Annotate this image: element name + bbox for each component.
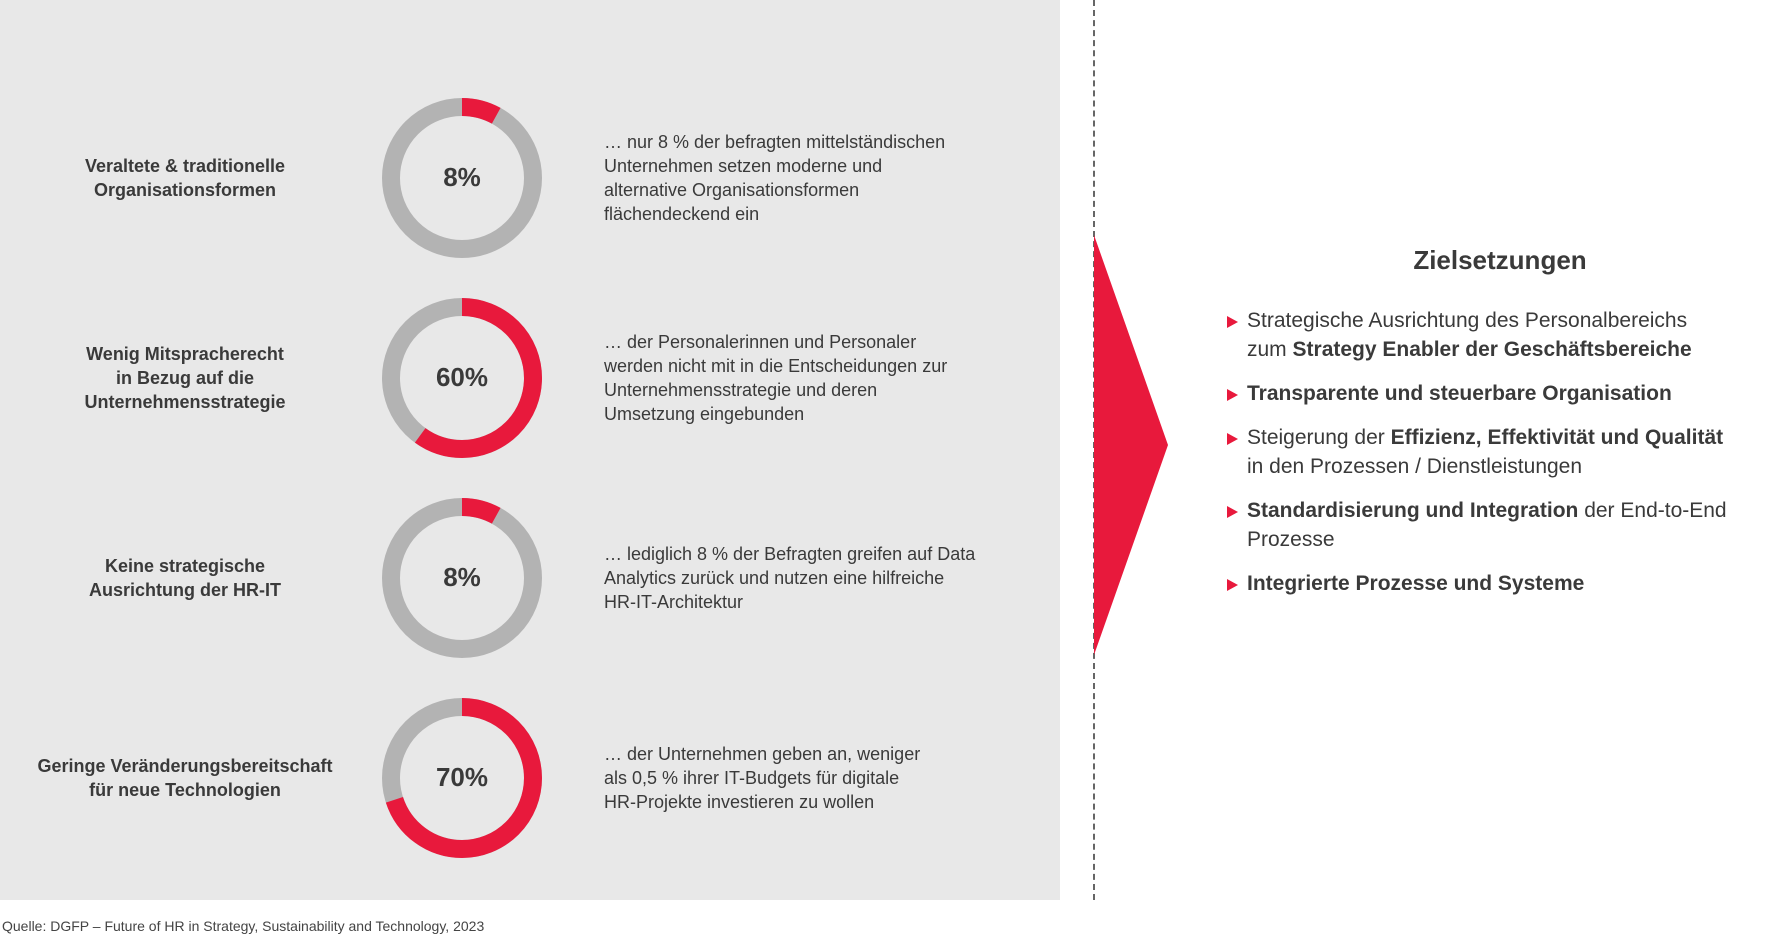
goal-item: Strategische Ausrichtung des Personalber… bbox=[1225, 306, 1770, 364]
row-description-line: alternative Organisationsformen bbox=[604, 180, 860, 200]
goal-text: der End-to-End bbox=[1578, 499, 1727, 522]
row-description-line: … der Personalerinnen und Personaler bbox=[604, 332, 917, 352]
row-description: … lediglich 8 % der Befragten greifen au… bbox=[604, 542, 1024, 614]
donut-segment bbox=[382, 498, 542, 658]
donut-value-label: 60% bbox=[436, 362, 488, 392]
donut-value-label: 70% bbox=[436, 762, 488, 792]
row-label-line: Organisationsformen bbox=[93, 180, 277, 200]
goal-text-bold: Effizienz, Effektivität und Qualität bbox=[1390, 426, 1724, 449]
goal-text-bold: Integrierte Prozesse und Systeme bbox=[1247, 572, 1585, 595]
row-description-line: werden nicht mit in die Entscheidungen z… bbox=[604, 356, 948, 376]
row-description: … der Personalerinnen und Personaler werd… bbox=[604, 330, 1024, 426]
row-label-line: für neue Technologien bbox=[89, 780, 281, 800]
row-label-line: Wenig Mitspracherecht bbox=[86, 344, 284, 364]
goal-item: Transparente und steuerbare Organisation bbox=[1225, 379, 1770, 408]
row-label: Geringe Veränderungsbereitschaft für neue… bbox=[15, 754, 355, 802]
goal-item: Steigerung der Effizienz, Effektivität u… bbox=[1225, 423, 1770, 481]
donut-value-label: 8% bbox=[443, 162, 481, 192]
triangle-bullet-icon bbox=[1227, 389, 1238, 401]
goals-list: Strategische Ausrichtung des Personalber… bbox=[1225, 306, 1770, 613]
goal-item: Integrierte Prozesse und Systeme bbox=[1225, 569, 1770, 598]
arrow-shape bbox=[1094, 235, 1168, 655]
row-label-line: in Bezug auf die bbox=[115, 368, 254, 388]
triangle-bullet-icon bbox=[1227, 433, 1238, 445]
row-label-line: Ausrichtung der HR-IT bbox=[89, 580, 281, 600]
donut-chart: 60% bbox=[382, 298, 542, 458]
row-label: Wenig Mitspracherecht in Bezug auf die Unt… bbox=[15, 342, 355, 414]
row-description: … nur 8 % der befragten mittelständische… bbox=[604, 130, 1024, 226]
row-description-line: HR-Projekte investieren zu wollen bbox=[604, 792, 875, 812]
row-description: … der Unternehmen geben an, weniger als 0… bbox=[604, 742, 1024, 814]
donut-segment bbox=[382, 98, 542, 258]
goal-text-bold: Standardisierung und Integration bbox=[1247, 499, 1579, 522]
donut-chart: 8% bbox=[382, 498, 542, 658]
goal-text: Strategische Ausrichtung des Personalber… bbox=[1247, 309, 1688, 332]
triangle-bullet-icon bbox=[1227, 579, 1238, 591]
row-label: Keine strategische Ausrichtung der HR-IT bbox=[15, 554, 355, 602]
goal-text: Prozesse bbox=[1247, 528, 1335, 551]
goal-text: zum bbox=[1247, 338, 1293, 361]
source-note: Quelle: DGFP – Future of HR in Strategy,… bbox=[2, 918, 485, 934]
row-description-line: Analytics zurück und nutzen eine hilfrei… bbox=[604, 568, 945, 588]
donut-segment bbox=[382, 298, 542, 458]
row-label-line: Unternehmensstrategie bbox=[84, 392, 286, 412]
row-description-line: Umsetzung eingebunden bbox=[604, 404, 805, 424]
donut-segment bbox=[382, 698, 542, 858]
goal-text-bold: Strategy Enabler der Geschäftsbereiche bbox=[1292, 338, 1692, 361]
goal-text: Steigerung der bbox=[1247, 426, 1391, 449]
row-description-line: Unternehmen setzen moderne und bbox=[604, 156, 883, 176]
row-description-line: … der Unternehmen geben an, weniger bbox=[604, 744, 921, 764]
triangle-bullet-icon bbox=[1227, 316, 1238, 328]
arrow-right-icon bbox=[1094, 235, 1168, 655]
row-description-line: Unternehmensstrategie und deren bbox=[604, 380, 878, 400]
row-label-line: Keine strategische bbox=[104, 556, 266, 576]
row-description-line: HR-IT-Architektur bbox=[604, 592, 744, 612]
row-description-line: … lediglich 8 % der Befragten greifen au… bbox=[604, 544, 976, 564]
goals-title: Zielsetzungen bbox=[1413, 245, 1587, 275]
row-description-line: … nur 8 % der befragten mittelständische… bbox=[604, 132, 946, 152]
row-label-line: Veraltete & traditionelle bbox=[84, 156, 286, 176]
row-label-line: Geringe Veränderungsbereitschaft bbox=[37, 756, 333, 776]
donut-value-label: 8% bbox=[443, 562, 481, 592]
row-description-line: als 0,5 % ihrer IT-Budgets für digitale bbox=[604, 768, 900, 788]
row-description-line: flächendeckend ein bbox=[604, 204, 760, 224]
row-label: Veraltete & traditionelle Organisationsfo… bbox=[15, 154, 355, 202]
goal-item: Standardisierung und Integration der End… bbox=[1225, 496, 1770, 554]
goal-text-bold: Transparente und steuerbare Organisation bbox=[1247, 382, 1672, 405]
triangle-bullet-icon bbox=[1227, 506, 1238, 518]
donut-chart: 70% bbox=[382, 698, 542, 858]
goal-text: in den Prozessen / Dienstleistungen bbox=[1247, 455, 1583, 478]
donut-chart: 8% bbox=[382, 98, 542, 258]
